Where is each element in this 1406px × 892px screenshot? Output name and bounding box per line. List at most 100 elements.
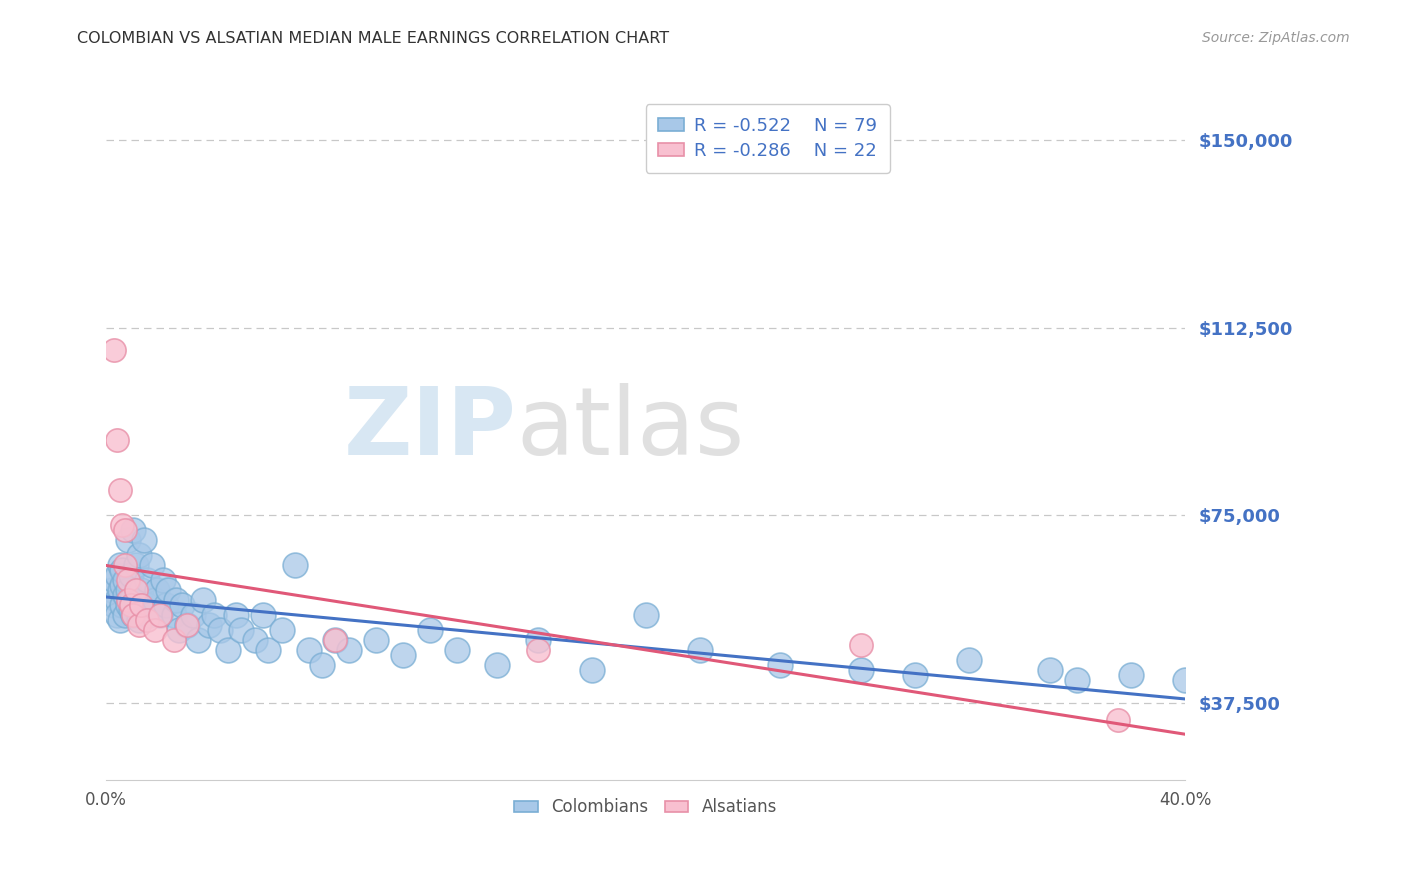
- Point: [208, 624, 231, 638]
- Point: [217, 643, 239, 657]
- Point: [108, 483, 131, 497]
- Point: [105, 608, 128, 623]
- Point: [135, 598, 157, 612]
- Point: [297, 643, 319, 657]
- Point: [1066, 673, 1088, 688]
- Point: [111, 598, 134, 612]
- Point: [187, 633, 209, 648]
- Point: [103, 343, 125, 357]
- Point: [111, 563, 134, 577]
- Point: [337, 643, 360, 657]
- Point: [114, 588, 136, 602]
- Point: [325, 633, 347, 648]
- Point: [111, 518, 134, 533]
- Point: [581, 663, 603, 677]
- Point: [117, 583, 139, 598]
- Point: [143, 624, 166, 638]
- Point: [155, 598, 177, 612]
- Point: [163, 608, 186, 623]
- Point: [1119, 668, 1142, 682]
- Point: [114, 523, 136, 537]
- Point: [149, 608, 172, 623]
- Point: [108, 558, 131, 573]
- Point: [100, 583, 122, 598]
- Point: [165, 593, 187, 607]
- Point: [141, 558, 163, 573]
- Point: [125, 593, 148, 607]
- Legend: Colombians, Alsatians: Colombians, Alsatians: [506, 790, 785, 825]
- Point: [122, 523, 145, 537]
- Point: [170, 598, 193, 612]
- Point: [1107, 713, 1129, 727]
- Point: [152, 573, 174, 587]
- Text: atlas: atlas: [516, 383, 744, 475]
- Point: [176, 618, 198, 632]
- Point: [364, 633, 387, 648]
- Point: [120, 598, 142, 612]
- Point: [129, 598, 152, 612]
- Point: [120, 568, 142, 582]
- Text: ZIP: ZIP: [343, 383, 516, 475]
- Point: [851, 663, 873, 677]
- Point: [103, 573, 125, 587]
- Point: [193, 593, 215, 607]
- Point: [114, 608, 136, 623]
- Point: [122, 608, 145, 623]
- Point: [689, 643, 711, 657]
- Point: [120, 603, 142, 617]
- Point: [117, 593, 139, 607]
- Point: [111, 578, 134, 592]
- Point: [125, 583, 148, 598]
- Point: [257, 643, 280, 657]
- Point: [225, 608, 247, 623]
- Point: [181, 608, 204, 623]
- Text: Source: ZipAtlas.com: Source: ZipAtlas.com: [1202, 31, 1350, 45]
- Point: [284, 558, 307, 573]
- Point: [105, 433, 128, 447]
- Point: [769, 658, 792, 673]
- Point: [325, 633, 347, 648]
- Point: [851, 638, 873, 652]
- Point: [957, 653, 980, 667]
- Point: [117, 573, 139, 587]
- Point: [167, 624, 190, 638]
- Point: [163, 633, 186, 648]
- Point: [128, 548, 150, 562]
- Point: [117, 598, 139, 612]
- Point: [146, 583, 169, 598]
- Point: [120, 593, 142, 607]
- Point: [243, 633, 266, 648]
- Point: [157, 583, 180, 598]
- Point: [229, 624, 252, 638]
- Point: [526, 633, 548, 648]
- Point: [904, 668, 927, 682]
- Point: [105, 568, 128, 582]
- Point: [105, 593, 128, 607]
- Point: [108, 613, 131, 627]
- Point: [128, 618, 150, 632]
- Point: [114, 558, 136, 573]
- Point: [117, 533, 139, 548]
- Point: [197, 618, 219, 632]
- Point: [135, 613, 157, 627]
- Point: [392, 648, 415, 663]
- Text: COLOMBIAN VS ALSATIAN MEDIAN MALE EARNINGS CORRELATION CHART: COLOMBIAN VS ALSATIAN MEDIAN MALE EARNIN…: [77, 31, 669, 46]
- Point: [202, 608, 225, 623]
- Point: [129, 583, 152, 598]
- Point: [1039, 663, 1062, 677]
- Point: [135, 573, 157, 587]
- Point: [526, 643, 548, 657]
- Point: [311, 658, 333, 673]
- Point: [486, 658, 509, 673]
- Point: [143, 593, 166, 607]
- Point: [149, 608, 172, 623]
- Point: [176, 618, 198, 632]
- Point: [270, 624, 292, 638]
- Point: [1174, 673, 1197, 688]
- Point: [128, 613, 150, 627]
- Point: [419, 624, 441, 638]
- Point: [446, 643, 468, 657]
- Point: [125, 558, 148, 573]
- Point: [252, 608, 274, 623]
- Point: [132, 533, 155, 548]
